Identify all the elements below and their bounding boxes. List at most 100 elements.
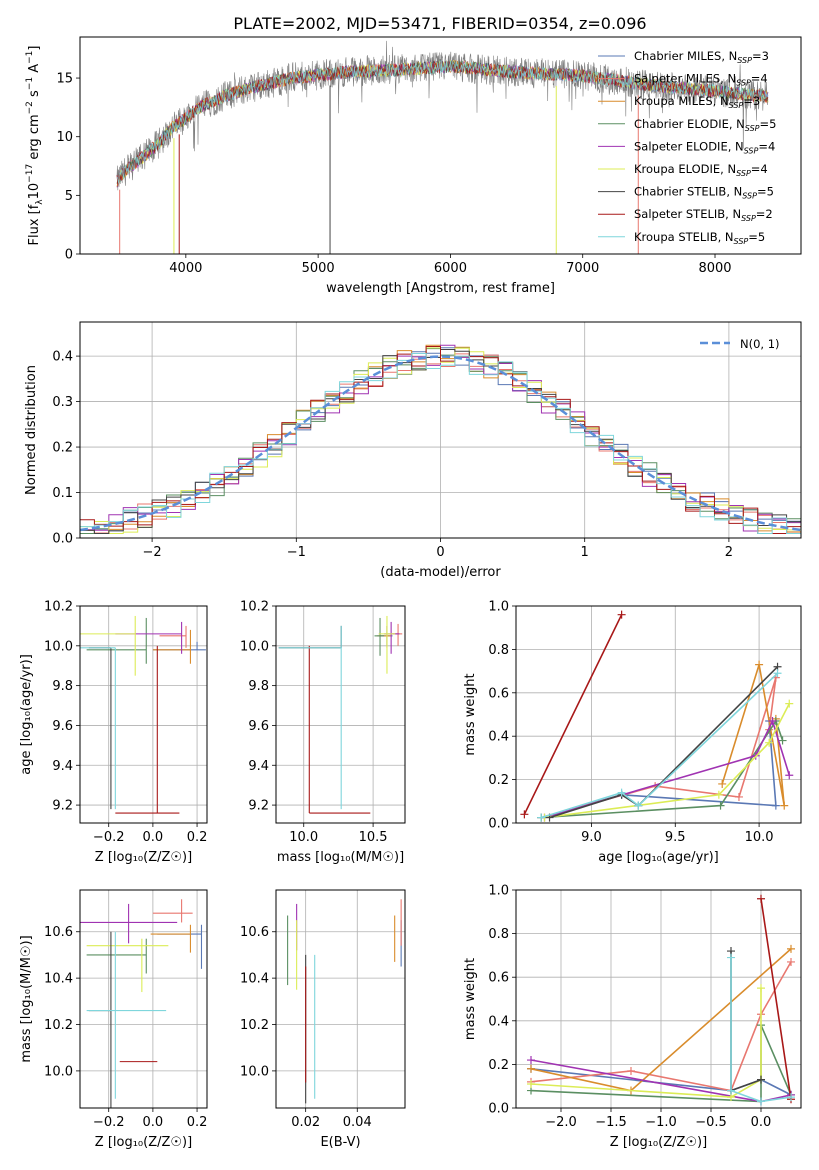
mass-weight-marker — [537, 813, 546, 822]
figure-title: PLATE=2002, MJD=53471, FIBERID=0354, z=0… — [233, 14, 646, 33]
y-axis-label: Flux [fλ10−17 erg cm−2 s−1 A−1] — [25, 46, 45, 246]
mass-weight-marker — [527, 1064, 535, 1073]
y-axis-label-part: A — [27, 64, 42, 77]
legend-entry-count: =3 — [752, 49, 769, 63]
mass-weight-marker — [757, 1075, 765, 1084]
x-tick-label: −0.2 — [93, 1115, 125, 1130]
y-tick-label: 0.0 — [488, 817, 509, 832]
y-tick-label: 0.4 — [488, 730, 509, 745]
mass-weight-marker — [768, 717, 777, 726]
x-tick-label: 1 — [581, 545, 589, 560]
model-spectrum-line — [116, 60, 769, 184]
legend-entry-label: Kroupa MILES, NSSP=3 — [634, 94, 760, 110]
legend-entry-label: Kroupa ELODIE, NSSP=4 — [634, 162, 768, 178]
x-tick-label: 10.0 — [745, 830, 774, 845]
y-axis-label-part: −1 — [25, 77, 35, 90]
mass-weight-marker — [714, 790, 723, 799]
x-tick-label: 5000 — [302, 261, 335, 276]
x-axis-label: mass [log₁₀(M/M☉)] — [277, 850, 404, 865]
legend-entry-count: =5 — [760, 117, 777, 131]
y-tick-label: 10.2 — [240, 600, 269, 615]
normal-curve — [80, 355, 801, 532]
x-tick-label: −0.2 — [93, 830, 125, 845]
y-tick-label: 0.4 — [488, 1014, 509, 1029]
y-tick-label: 0.8 — [488, 927, 509, 942]
y-tick-label: 0.6 — [488, 971, 509, 986]
mass-weight-marker — [765, 738, 774, 747]
residual-hist-axes: −2 −1 0 1 2 0.0 0.1 0.2 0.3 0.4 (data-model)/error… — [24, 321, 802, 580]
legend-entry-name: Kroupa STELIB, N — [634, 230, 734, 244]
legend-entry-name: Salpeter ELODIE, N — [634, 139, 744, 153]
legend-entry-subscript: SSP — [729, 101, 744, 110]
mass-weight-vs-Z-plot-area — [527, 894, 795, 1106]
y-tick-label: 0 — [65, 248, 73, 263]
mass-weight-marker — [627, 1066, 635, 1075]
legend-entry-count: =5 — [757, 185, 774, 199]
legend-entry-label: Chabrier MILES, NSSP=3 — [634, 49, 769, 65]
mass-weight-marker — [787, 957, 795, 966]
x-tick-label: −0.5 — [695, 1115, 727, 1130]
legend-entry-count: =3 — [743, 94, 760, 108]
legend-entry-name: Salpeter STELIB, N — [634, 207, 741, 221]
age-vs-Z-axes: −0.2 0.0 0.2 9.2 9.4 9.6 9.8 10.0 10.2 Z [log₁₀(Z… — [19, 600, 208, 865]
y-tick-label: 9.2 — [52, 799, 73, 814]
mass-weight-marker — [527, 1080, 535, 1089]
mass-weight-series — [544, 718, 791, 819]
x-axis-label: age [log₁₀(age/yr)] — [598, 850, 719, 865]
y-tick-label: 10.0 — [44, 639, 73, 654]
mass-weight-marker — [787, 1093, 795, 1102]
legend-entry-subscript: SSP — [745, 124, 760, 133]
age-vs-mass-axes: 10.0 10.5 9.2 9.4 9.6 9.8 10.0 10.2 mass [log₁₀(… — [240, 600, 406, 865]
y-tick-label: 10.0 — [240, 639, 269, 654]
legend-entry-label: Chabrier STELIB, NSSP=5 — [634, 185, 774, 201]
y-axis-label-part: 10 — [27, 183, 42, 200]
mass-weight-marker — [727, 1086, 735, 1095]
mass-weight-marker — [520, 810, 529, 819]
y-axis-label-part: Flux [f — [27, 204, 42, 245]
y-tick-label: 10 — [56, 130, 73, 145]
y-tick-label: 10.0 — [44, 1064, 73, 1079]
x-tick-label: 2 — [725, 545, 733, 560]
legend-entry-name: Chabrier STELIB, N — [634, 185, 742, 199]
legend-entry-name: Kroupa MILES, N — [634, 94, 729, 108]
mass-weight-marker — [634, 801, 643, 810]
y-tick-label: 10.6 — [44, 925, 73, 940]
x-tick-label: 0.2 — [187, 1115, 208, 1130]
legend-entry-count: =4 — [758, 139, 775, 153]
mass-weight-series — [721, 664, 785, 806]
y-tick-label: 1.0 — [488, 600, 509, 615]
x-tick-label: −2.0 — [545, 1115, 577, 1130]
legend-entry-label: Kroupa STELIB, NSSP=5 — [634, 230, 765, 246]
y-tick-label: 10.2 — [240, 1018, 269, 1033]
y-tick-label: 10.2 — [44, 1018, 73, 1033]
mass-vs-ebv-plot-area — [287, 899, 402, 1104]
x-tick-label: 10.0 — [289, 830, 318, 845]
y-tick-label: 0.3 — [52, 395, 73, 410]
spectrum-plot-area — [116, 40, 769, 254]
x-tick-label: 0.0 — [143, 830, 164, 845]
mass-weight-marker — [785, 771, 794, 780]
axes-frame — [79, 321, 802, 539]
mass-vs-ebv-axes: 0.02 0.04 10.0 10.2 10.4 10.6 E(B-V) — [240, 889, 406, 1150]
mass-weight-series — [730, 957, 792, 1103]
x-axis-label: E(B-V) — [320, 1135, 360, 1150]
mass-vs-Z-axes: −0.2 0.0 0.2 10.0 10.2 10.4 10.6 Z [log₁₀(Z/Z☉)… — [19, 889, 208, 1150]
mass-weight-vs-Z-axes: −2.0 −1.5 −1.0 −0.5 0.0 0.0 0.2 0.4 0.6 0.8 1.0 Z [… — [463, 884, 802, 1150]
mass-weight-marker — [787, 944, 795, 953]
legend-entry-label: Salpeter MILES, NSSP=4 — [634, 72, 768, 88]
legend-entry-name: Chabrier MILES, N — [634, 49, 737, 63]
legend-entry-subscript: SSP — [736, 79, 751, 88]
x-tick-label: 10.5 — [359, 830, 388, 845]
x-axis-label: (data-model)/error — [380, 565, 501, 580]
legend-entry-subscript: SSP — [737, 56, 752, 65]
x-axis-label: Z [log₁₀(Z/Z☉)] — [610, 1135, 707, 1150]
y-axis-label-part: −2 — [25, 101, 35, 114]
mass-weight-marker — [727, 953, 735, 962]
y-tick-label: 9.6 — [248, 719, 269, 734]
residual-histogram-series — [80, 353, 801, 534]
x-tick-label: −1.0 — [645, 1115, 677, 1130]
y-tick-label: 9.6 — [52, 719, 73, 734]
legend-entry-count: =5 — [748, 230, 765, 244]
